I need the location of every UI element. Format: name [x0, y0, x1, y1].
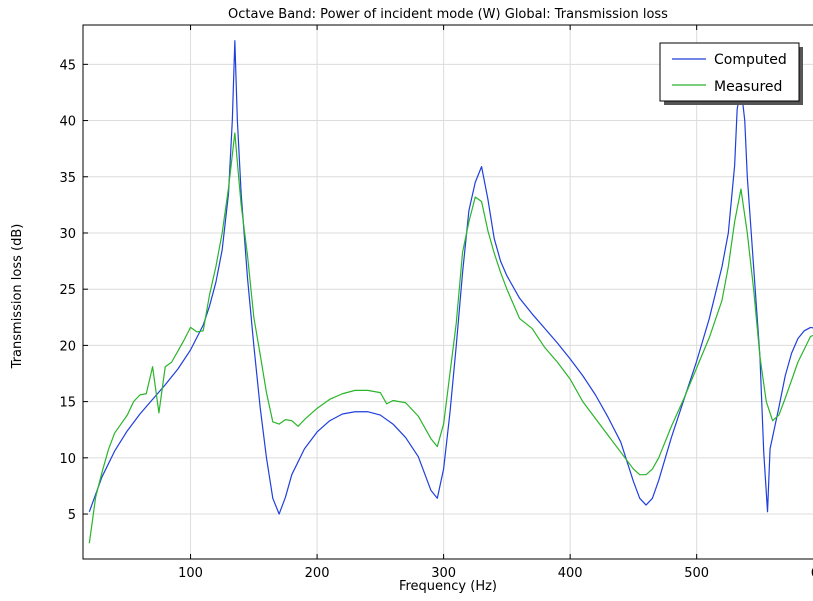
grid [83, 25, 813, 559]
series-line-measured [88, 132, 813, 544]
chart-title: Octave Band: Power of incident mode (W) … [228, 7, 668, 22]
x-tick-label: 400 [558, 566, 583, 581]
y-axis-label: Transmission loss (dB) [10, 224, 25, 370]
y-tick-label: 40 [59, 115, 76, 130]
y-tick-label: 35 [59, 171, 76, 186]
y-tick-label: 5 [68, 508, 76, 523]
axis-ticks: 100 200 300 400 500 600 5 10 15 20 25 30 35 40 45 [59, 25, 813, 581]
y-tick-label: 25 [59, 283, 76, 298]
x-tick-label: 300 [431, 566, 456, 581]
x-tick-label: 100 [178, 566, 203, 581]
series-line-computed [88, 40, 813, 515]
legend-box [659, 42, 800, 102]
plot-frame [82, 24, 813, 560]
y-tick-label: 45 [59, 58, 76, 73]
x-tick-label: 200 [305, 566, 330, 581]
legend: Computed Measured [659, 42, 803, 105]
series-layer [88, 40, 813, 544]
x-axis-label: Frequency (Hz) [399, 579, 497, 594]
legend-label-computed: Computed [714, 52, 787, 68]
y-tick-label: 30 [59, 227, 76, 242]
y-tick-label: 10 [59, 452, 76, 467]
x-tick-label: 600 [811, 566, 813, 581]
y-tick-label: 15 [59, 396, 76, 411]
legend-label-measured: Measured [714, 79, 782, 95]
y-tick-label: 20 [59, 339, 76, 354]
x-tick-label: 500 [684, 566, 709, 581]
